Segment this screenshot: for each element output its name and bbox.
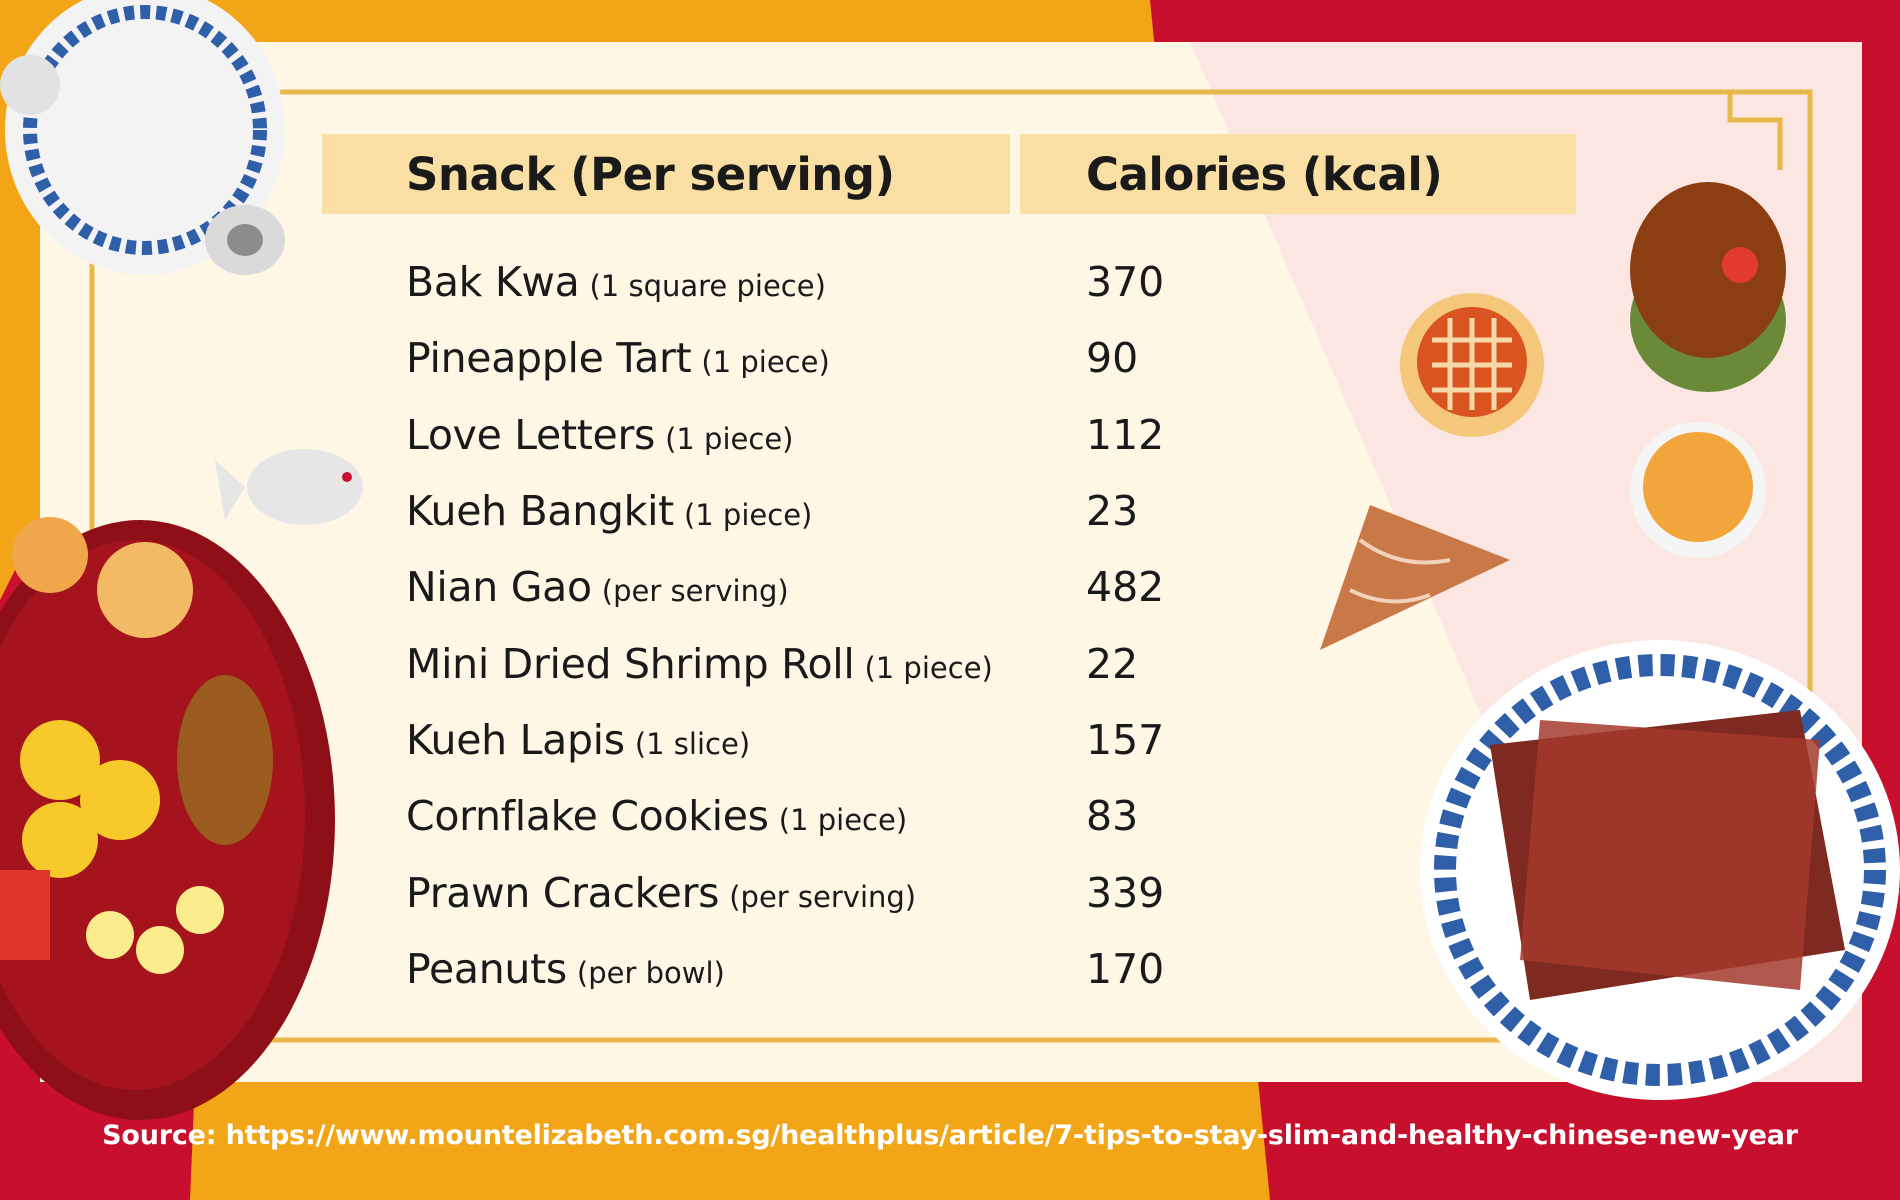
tea-cup-icon [1630,422,1766,558]
love-letter-icon [1320,505,1510,650]
calories-value: 23 [1086,487,1139,536]
table-row: Love Letters (1 piece) 112 [406,397,1306,473]
table-row: Cornflake Cookies (1 piece) 83 [406,778,1306,854]
header-snack: Snack (Per serving) [322,134,1010,214]
table-row: Kueh Bangkit (1 piece) 23 [406,473,1306,549]
snack-portion: (1 slice) [634,726,751,761]
teapot-icon [0,0,285,275]
snack-portion: (1 square piece) [589,269,826,304]
table-row: Bak Kwa (1 square piece) 370 [406,244,1306,320]
table-row: Nian Gao (per serving) 482 [406,549,1306,625]
snack-portion: (1 piece) [864,650,993,685]
calories-value: 339 [1086,868,1165,917]
snack-name: Kueh Bangkit [406,487,674,536]
snack-portion: (1 piece) [701,345,830,380]
snack-name: Love Letters [406,410,656,459]
snack-portion: (per serving) [729,879,917,914]
calories-value: 90 [1086,334,1139,383]
table-row: Peanuts (per bowl) 170 [406,931,1306,1007]
calories-value: 83 [1086,792,1139,841]
calories-value: 482 [1086,563,1165,612]
snack-name: Bak Kwa [406,258,580,307]
snack-name: Cornflake Cookies [406,792,769,841]
pineapple-tart-icon [1400,293,1544,437]
snack-name: Mini Dried Shrimp Roll [406,639,855,688]
snack-table: Bak Kwa (1 square piece) 370 Pineapple Ta… [406,244,1306,1007]
calories-value: 22 [1086,639,1139,688]
snack-name: Nian Gao [406,563,592,612]
table-row: Pineapple Tart (1 piece) 90 [406,320,1306,396]
snack-name: Prawn Crackers [406,868,720,917]
calories-value: 170 [1086,944,1165,993]
snack-name: Pineapple Tart [406,334,692,383]
calories-value: 157 [1086,715,1165,764]
snack-portion: (1 piece) [665,421,794,456]
snack-portion: (1 piece) [683,498,813,533]
table-row: Kueh Lapis (1 slice) 157 [406,702,1306,778]
snack-tray-icon [0,517,335,1120]
bak-kwa-plate-icon [1420,640,1900,1100]
nian-gao-icon [1630,182,1786,392]
table-row: Prawn Crackers (per serving) 339 [406,854,1306,930]
snack-portion: (per bowl) [576,955,725,990]
calories-value: 370 [1086,258,1165,307]
calories-value: 112 [1086,410,1165,459]
snack-name: Kueh Lapis [406,715,625,764]
snack-name: Peanuts [406,944,567,993]
snack-portion: (per serving) [601,574,789,609]
snack-portion: (1 piece) [778,803,908,838]
source-citation: Source: https://www.mountelizabeth.com.s… [102,1120,1798,1151]
fish-cookie-icon [215,449,363,525]
header-calories: Calories (kcal) [1020,134,1576,214]
table-row: Mini Dried Shrimp Roll (1 piece) 22 [406,625,1306,701]
